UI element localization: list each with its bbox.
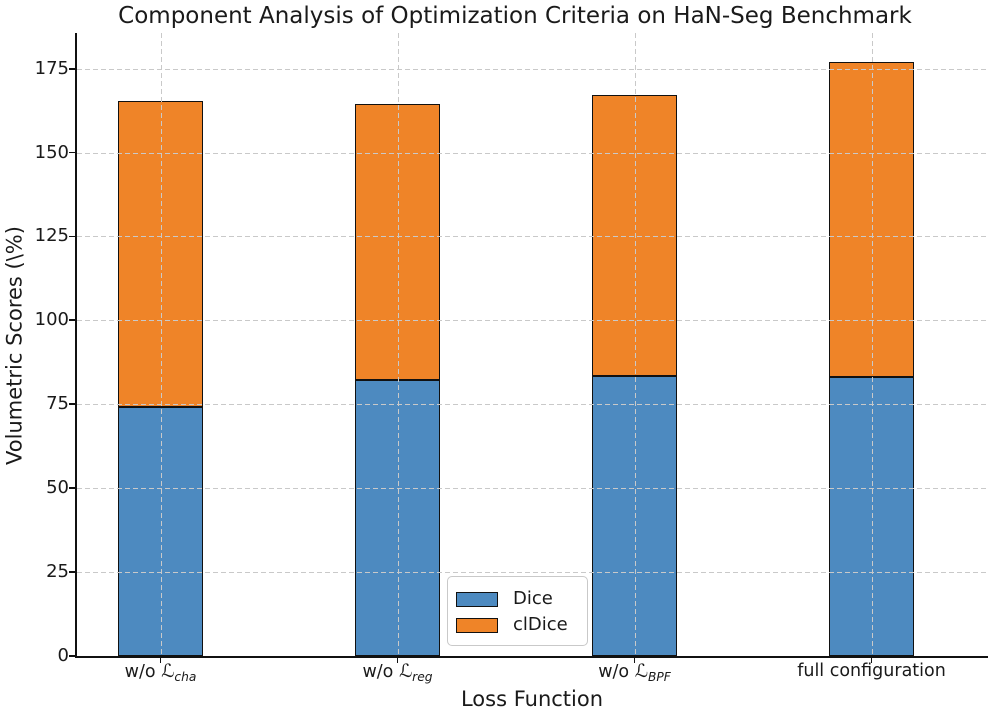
y-tickmark-100 <box>68 319 76 322</box>
legend: Dice clDice <box>447 576 588 646</box>
legend-item-dice: Dice <box>456 586 587 612</box>
h-gridline-150 <box>77 152 988 154</box>
y-tick-label-175: 175 <box>34 57 69 79</box>
x-tick-label-3: w/o ℒBPF <box>598 661 671 684</box>
x-axis-label: Loss Function <box>460 687 604 711</box>
y-tickmark-75 <box>68 403 76 406</box>
y-tickmark-125 <box>68 235 76 238</box>
x-tick-label-2: w/o ℒreg <box>362 661 433 684</box>
h-gridline-125 <box>77 236 988 238</box>
y-tick-label-125: 125 <box>34 225 69 247</box>
y-tick-label-0: 0 <box>57 645 69 666</box>
cldice-color-swatch <box>456 617 498 633</box>
v-gridline-3 <box>634 33 636 656</box>
x-tickmark-1 <box>159 657 162 663</box>
y-tick-label-75: 75 <box>46 393 69 415</box>
h-gridline-100 <box>77 320 988 322</box>
dice-color-swatch <box>456 591 498 607</box>
y-axis-spine <box>75 33 77 658</box>
legend-label-dice: Dice <box>513 588 553 609</box>
y-tick-label-25: 25 <box>46 561 69 583</box>
legend-label-cldice: clDice <box>513 614 568 635</box>
x-tickmark-4 <box>870 657 873 663</box>
x-axis-spine <box>75 655 988 658</box>
y-tick-label-50: 50 <box>46 477 69 499</box>
y-tick-label-100: 100 <box>34 309 69 331</box>
v-gridline-1 <box>160 33 162 656</box>
y-tick-label-150: 150 <box>34 141 69 163</box>
x-tick-label-4: full configuration <box>797 661 946 681</box>
legend-item-cldice: clDice <box>456 612 587 638</box>
y-tickmark-0 <box>68 655 76 657</box>
y-tickmark-50 <box>68 487 76 490</box>
h-gridline-50 <box>77 488 988 490</box>
x-tickmark-3 <box>633 657 636 663</box>
y-tickmark-150 <box>68 151 76 154</box>
h-gridline-25 <box>77 572 988 574</box>
y-tickmark-25 <box>68 571 76 573</box>
x-tickmark-2 <box>396 657 399 663</box>
v-gridline-4 <box>871 33 873 656</box>
h-gridline-175 <box>77 68 988 70</box>
h-gridline-75 <box>77 404 988 406</box>
y-tickmark-175 <box>68 67 76 70</box>
v-gridline-2 <box>397 33 399 656</box>
chart-title: Component Analysis of Optimization Crite… <box>118 3 912 29</box>
x-tick-label-1: w/o ℒcha <box>124 661 197 684</box>
